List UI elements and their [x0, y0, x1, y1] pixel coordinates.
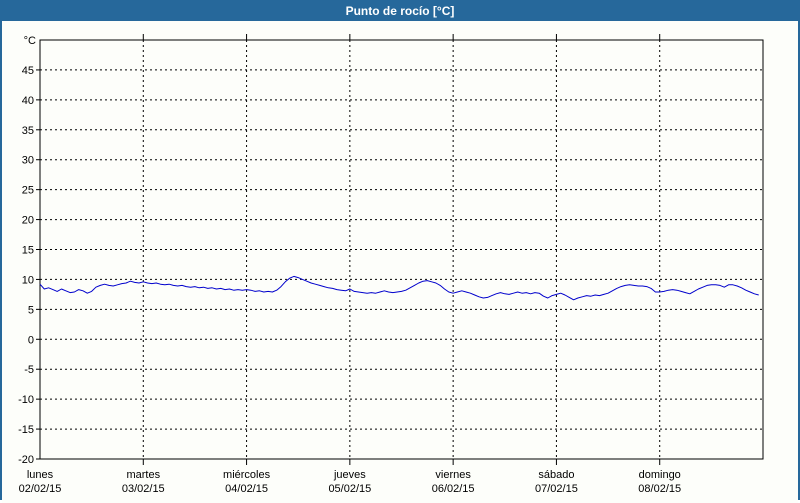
day-name-label: viernes [435, 469, 471, 481]
day-name-label: martes [126, 469, 160, 481]
plot-frame [39, 39, 764, 460]
y-tick-label: -20 [18, 454, 34, 466]
y-tick-label: -15 [18, 424, 34, 436]
title-bar: Punto de rocío [°C] [2, 2, 798, 21]
day-name-label: miércoles [223, 469, 271, 481]
y-tick-label: -10 [18, 394, 34, 406]
day-name-label: lunes [27, 469, 54, 481]
y-tick-label: 35 [22, 125, 34, 137]
page-title: Punto de rocío [°C] [345, 4, 455, 18]
dewpoint-line [39, 275, 759, 301]
y-tick-label: 0 [28, 334, 34, 346]
day-name-label: domingo [639, 469, 681, 481]
y-tick-label: 45 [22, 65, 34, 77]
day-date-label: 06/02/15 [432, 483, 475, 495]
y-tick-label: 15 [22, 245, 34, 257]
y-tick-label: -5 [24, 364, 34, 376]
day-name-label: jueves [333, 469, 366, 481]
y-tick-label: 5 [28, 304, 34, 316]
day-date-label: 03/02/15 [122, 483, 165, 495]
day-name-label: sábado [538, 469, 574, 481]
y-tick-label: 10 [22, 274, 34, 286]
y-tick-label: 30 [22, 155, 34, 167]
y-tick-label: 25 [22, 185, 34, 197]
day-date-label: 07/02/15 [535, 483, 578, 495]
day-date-label: 02/02/15 [19, 483, 62, 495]
y-tick-label: 20 [22, 215, 34, 227]
dewpoint-chart: 45 40 35 30 25 20 15 10 5 0 -5 -10 -15 -20 °C lunes 02/0… [18, 34, 764, 495]
chart-area: 45 40 35 30 25 20 15 10 5 0 -5 -10 -15 -20 °C lunes 02/0… [2, 21, 798, 503]
day-date-label: 08/02/15 [638, 483, 681, 495]
y-axis-unit-label: °C [24, 35, 36, 47]
day-date-label: 04/02/15 [225, 483, 268, 495]
y-tick-label: 40 [22, 95, 34, 107]
day-date-label: 05/02/15 [328, 483, 371, 495]
